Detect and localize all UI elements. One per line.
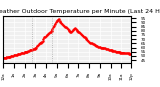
- Title: Milwaukee Weather Outdoor Temperature per Minute (Last 24 Hours): Milwaukee Weather Outdoor Temperature pe…: [0, 9, 160, 14]
